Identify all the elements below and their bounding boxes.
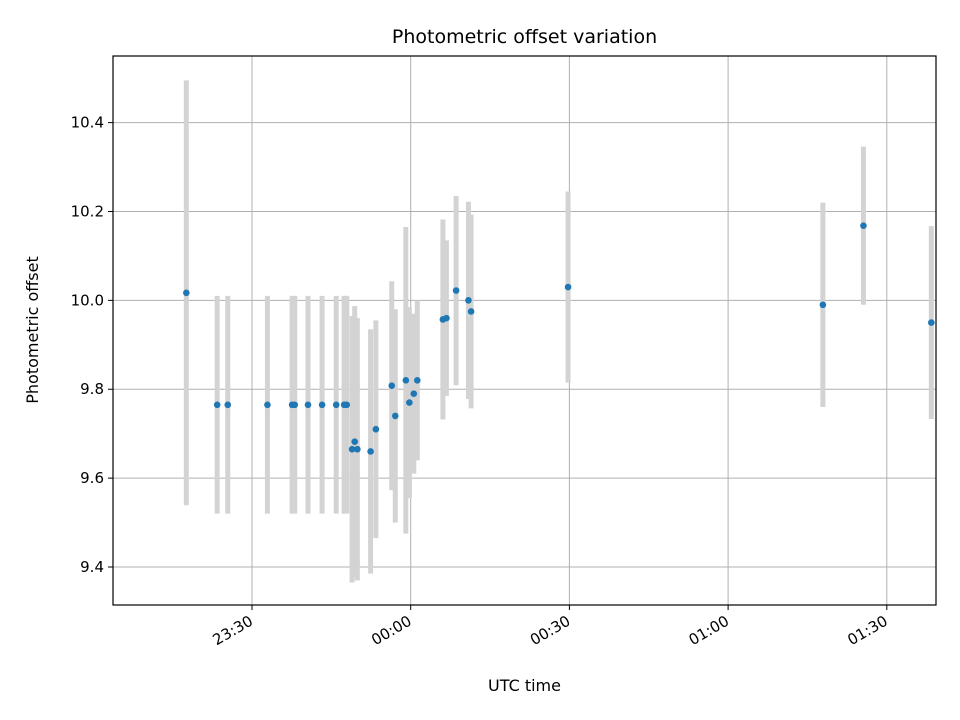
data-point [391, 412, 399, 420]
data-point [367, 448, 374, 455]
y-axis-ticks: 9.4 9.6 9.8 10.0 10.2 10.4 [71, 114, 113, 576]
y-axis-label: Photometric offset [23, 256, 42, 404]
chart-title: Photometric offset variation [392, 26, 657, 48]
data-points [183, 222, 935, 455]
x-axis-label: UTC time [488, 676, 561, 695]
data-point [332, 401, 340, 409]
data-point [928, 319, 935, 326]
data-point [291, 401, 299, 409]
data-point [354, 445, 361, 453]
y-tick-label: 10.2 [71, 202, 104, 220]
data-point [264, 401, 271, 409]
data-point [452, 287, 460, 294]
y-tick-label: 9.8 [80, 380, 104, 398]
data-point [343, 401, 351, 409]
data-point [213, 401, 221, 409]
data-point [465, 297, 472, 304]
data-point [402, 377, 410, 384]
y-tick-label: 10.4 [71, 114, 104, 132]
data-point [406, 399, 413, 406]
data-point [410, 390, 418, 397]
y-tick-label: 9.4 [80, 558, 104, 576]
y-tick-label: 10.0 [71, 291, 104, 309]
plot-frame [112, 55, 937, 606]
data-point [304, 401, 312, 409]
data-point [819, 301, 827, 309]
data-point [372, 425, 380, 433]
data-point [318, 401, 326, 409]
data-point [443, 314, 450, 322]
data-point [467, 308, 475, 315]
data-point [351, 438, 359, 445]
y-tick-label: 9.6 [80, 469, 104, 487]
data-point [860, 222, 867, 230]
data-point [564, 283, 572, 291]
data-point [224, 401, 232, 409]
data-point [414, 377, 421, 384]
data-point [348, 445, 356, 453]
data-point [183, 289, 190, 297]
data-point [388, 382, 396, 389]
